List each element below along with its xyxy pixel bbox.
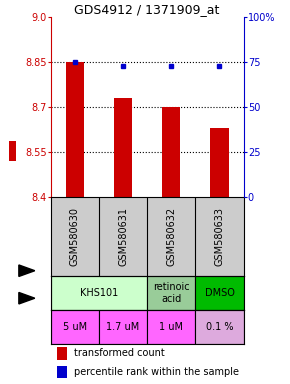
Title: GDS4912 / 1371909_at: GDS4912 / 1371909_at (75, 3, 220, 16)
Text: percentile rank within the sample: percentile rank within the sample (74, 367, 239, 377)
Text: GSM580633: GSM580633 (215, 207, 224, 266)
Bar (195, 310, 244, 344)
Bar (57, 347, 67, 360)
Bar (114, 98, 132, 197)
Text: GSM580630: GSM580630 (70, 207, 80, 266)
Bar (147, 276, 195, 310)
Bar (210, 128, 229, 197)
Text: 0.1 %: 0.1 % (206, 322, 233, 332)
Polygon shape (19, 265, 35, 276)
Text: 5 uM: 5 uM (63, 322, 87, 332)
Bar (195, 276, 244, 310)
Bar (57, 366, 67, 378)
Text: KHS101: KHS101 (80, 288, 118, 298)
Text: DMSO: DMSO (204, 288, 234, 298)
Bar (162, 107, 180, 197)
Bar (51, 310, 99, 344)
Text: GSM580632: GSM580632 (166, 207, 176, 266)
Bar (66, 62, 84, 197)
Polygon shape (19, 293, 35, 304)
Text: transformed count: transformed count (74, 348, 165, 359)
Text: 1 uM: 1 uM (159, 322, 183, 332)
Bar (99, 310, 147, 344)
Text: 1.7 uM: 1.7 uM (106, 322, 140, 332)
Bar (51, 276, 147, 310)
Bar (9, 141, 16, 161)
Text: retinoic
acid: retinoic acid (153, 282, 190, 304)
Bar (147, 310, 195, 344)
Text: GSM580631: GSM580631 (118, 207, 128, 266)
